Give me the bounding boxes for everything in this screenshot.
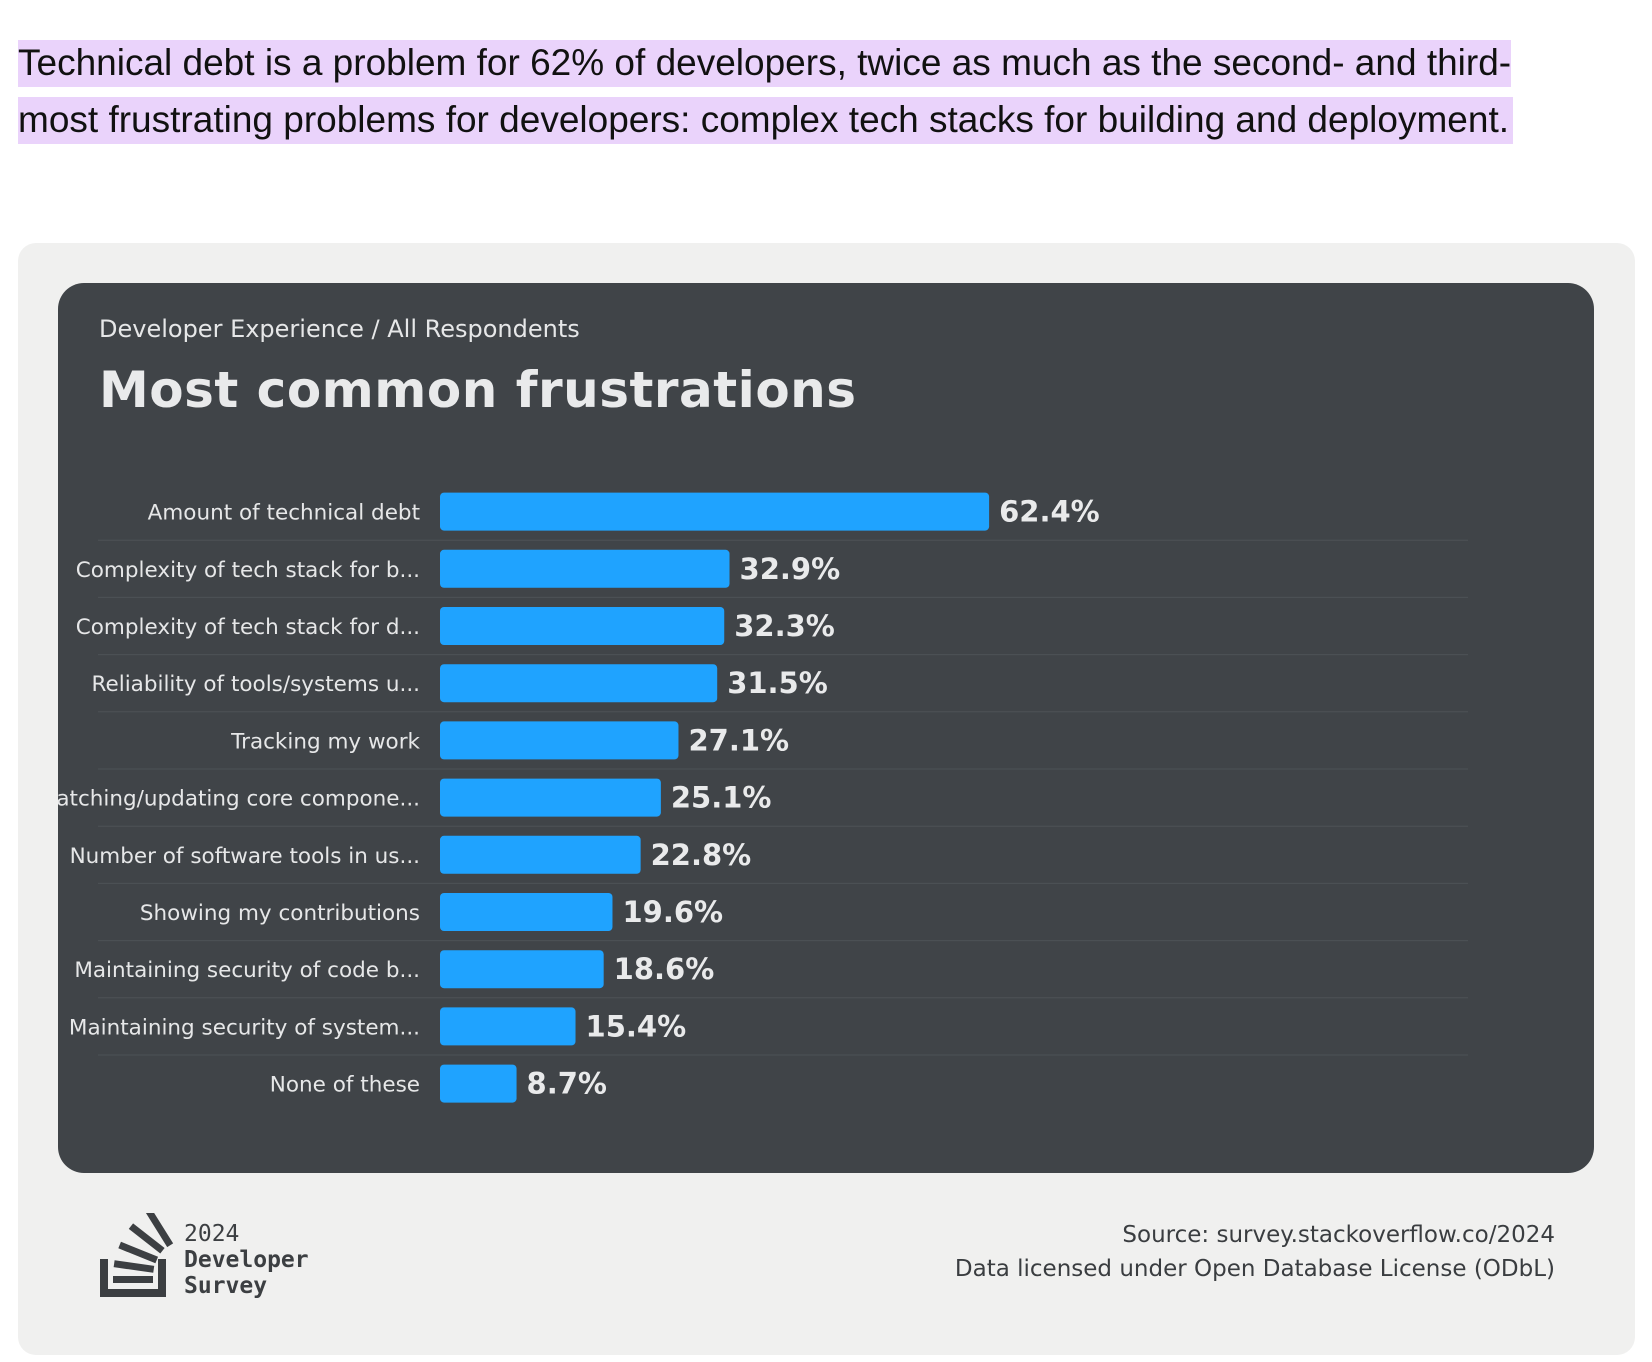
bar (440, 664, 718, 703)
category-label: Reliability of tools/systems u... (92, 672, 420, 697)
bar (440, 607, 725, 645)
bar-chart: Amount of technical debt 62.4% Complexity … (58, 492, 1468, 1103)
bar (440, 950, 604, 989)
value-label: 32.3% (734, 609, 835, 643)
category-label: Showing my contributions (140, 901, 420, 926)
bar (440, 1064, 517, 1103)
value-label: 22.8% (651, 838, 752, 872)
license-note: Data licensed under Open Database Licens… (954, 1256, 1555, 1282)
chart-title: Most common frustrations (99, 361, 857, 419)
value-label: 32.9% (740, 552, 841, 586)
bar (440, 721, 679, 760)
category-label: Amount of technical debt (148, 501, 420, 526)
survey-logo: 2024 Developer Survey (100, 1209, 340, 1313)
chart-card: Developer Experience / All Respondents M… (18, 243, 1635, 1355)
category-label: Maintaining security of system... (69, 1015, 420, 1040)
value-label: 15.4% (586, 1009, 687, 1043)
logo-year: 2024 (184, 1221, 240, 1247)
category-label: None of these (270, 1073, 420, 1098)
category-label: Number of software tools in us... (70, 844, 420, 869)
bar (440, 1007, 576, 1046)
intro-highlight: Technical debt is a problem for 62% of d… (18, 40, 1514, 144)
category-label: Tracking my work (230, 729, 420, 754)
stack-overflow-logo-icon (100, 1209, 174, 1297)
source-link: Source: survey.stackoverflow.co/2024 (1122, 1222, 1555, 1248)
value-label: 25.1% (671, 781, 772, 815)
bar (440, 492, 990, 531)
intro-paragraph: Technical debt is a problem for 62% of d… (18, 34, 1578, 148)
bar (440, 778, 661, 817)
category-label: Complexity of tech stack for b... (76, 558, 420, 583)
value-label: 19.6% (622, 895, 723, 929)
breadcrumb: Developer Experience / All Respondents (99, 315, 580, 343)
value-label: 31.5% (727, 666, 828, 700)
value-label: 27.1% (688, 723, 789, 757)
bar (440, 893, 613, 931)
value-label: 8.7% (527, 1067, 607, 1101)
source-note: Source: survey.stackoverflow.co/2024 Dat… (955, 1218, 1555, 1286)
category-label: Maintaining security of code b... (74, 958, 420, 983)
bar (440, 835, 641, 874)
category-label: Patching/updating core compone... (58, 787, 420, 812)
bar (440, 549, 730, 588)
logo-line1: Developer (184, 1247, 309, 1273)
category-label: Complexity of tech stack for d... (76, 615, 420, 640)
chart-panel: Developer Experience / All Respondents M… (58, 283, 1594, 1173)
logo-line2: Survey (184, 1273, 268, 1299)
value-label: 62.4% (999, 495, 1100, 529)
value-label: 18.6% (614, 952, 715, 986)
